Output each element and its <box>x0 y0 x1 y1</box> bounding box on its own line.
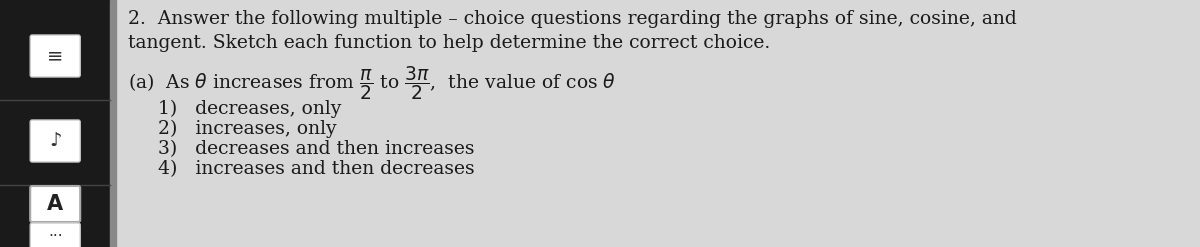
Text: ···: ··· <box>48 228 62 244</box>
Text: 2.  Answer the following multiple – choice questions regarding the graphs of sin: 2. Answer the following multiple – choic… <box>128 10 1018 28</box>
Bar <box>110 0 116 247</box>
FancyBboxPatch shape <box>30 223 80 247</box>
Text: 4)   increases and then decreases: 4) increases and then decreases <box>158 160 475 178</box>
FancyBboxPatch shape <box>30 186 80 222</box>
Bar <box>0 0 110 247</box>
Text: A: A <box>47 194 64 214</box>
FancyBboxPatch shape <box>30 35 80 77</box>
Text: (a)  As $\theta$ increases from $\dfrac{\pi}{2}$ to $\dfrac{3\pi}{2}$,  the valu: (a) As $\theta$ increases from $\dfrac{\… <box>128 64 617 102</box>
Text: ≡: ≡ <box>47 46 64 65</box>
Text: 1)   decreases, only: 1) decreases, only <box>158 100 342 118</box>
Text: 3)   decreases and then increases: 3) decreases and then increases <box>158 140 475 158</box>
Text: ♪: ♪ <box>49 131 61 150</box>
Text: tangent. Sketch each function to help determine the correct choice.: tangent. Sketch each function to help de… <box>128 34 770 52</box>
Text: 2)   increases, only: 2) increases, only <box>158 120 337 138</box>
FancyBboxPatch shape <box>30 120 80 162</box>
